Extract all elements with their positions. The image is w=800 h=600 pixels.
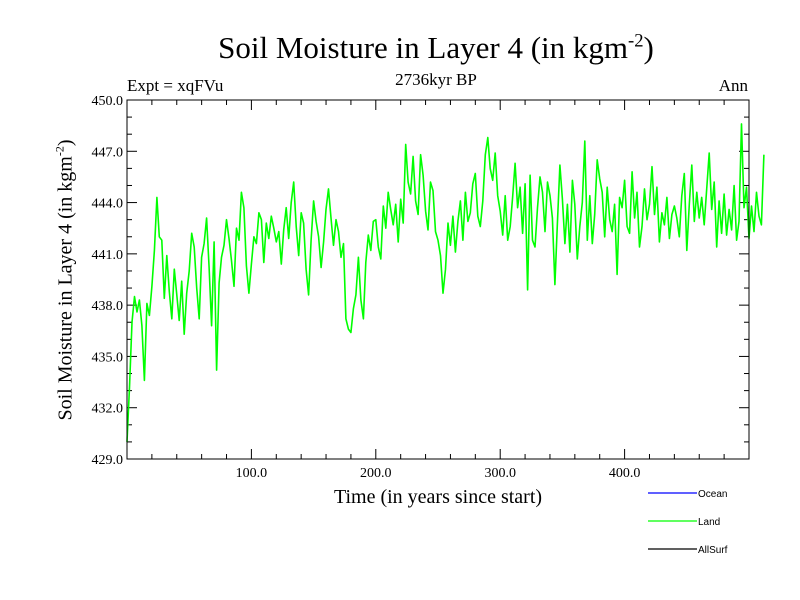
y-tick-label: 435.0 (92, 350, 124, 365)
y-tick-label: 441.0 (92, 248, 124, 263)
y-tick-label: 447.0 (92, 145, 124, 160)
x-tick-label: 400.0 (609, 466, 641, 481)
legend-label-ocean: Ocean (698, 489, 727, 500)
legend-label-land: Land (698, 517, 720, 528)
x-tick-label: 200.0 (360, 466, 392, 481)
series-line-land (126, 123, 765, 442)
y-tick-label: 432.0 (92, 402, 124, 417)
x-axis-label: Time (in years since start) (333, 486, 543, 508)
period-label: 2736kyr BP (395, 70, 477, 89)
series-layer (126, 123, 765, 442)
axis-ticks: 429.0 432.0 435.0 438.0 441.0 444.0 447.0 450.0… (92, 94, 749, 481)
plot-frame (126, 99, 750, 460)
x-tick-label: 300.0 (484, 466, 516, 481)
legend-label-allsurf: AllSurf (698, 545, 728, 556)
y-tick-label: 444.0 (92, 197, 124, 212)
experiment-label: Expt = xqFVu (127, 76, 224, 95)
season-label: Ann (718, 76, 748, 95)
legend: Ocean Land AllSurf (648, 489, 728, 556)
y-tick-label: 450.0 (92, 94, 124, 109)
x-tick-label: 100.0 (236, 466, 268, 481)
chart-title: Soil Moisture in Layer 4 (in kgm-2) (218, 30, 654, 65)
y-tick-label: 429.0 (92, 453, 124, 468)
y-tick-label: 438.0 (92, 299, 124, 314)
